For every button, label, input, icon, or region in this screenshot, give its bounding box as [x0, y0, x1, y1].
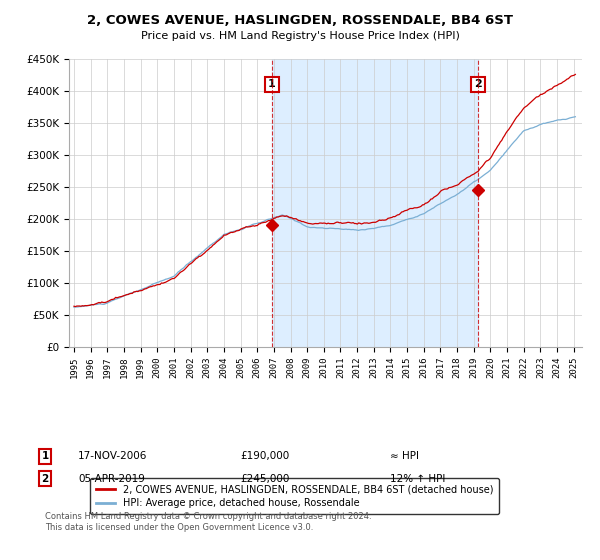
Text: 2, COWES AVENUE, HASLINGDEN, ROSSENDALE, BB4 6ST: 2, COWES AVENUE, HASLINGDEN, ROSSENDALE,…	[87, 14, 513, 27]
Text: 1: 1	[41, 451, 49, 461]
Text: 17-NOV-2006: 17-NOV-2006	[78, 451, 148, 461]
Text: Price paid vs. HM Land Registry's House Price Index (HPI): Price paid vs. HM Land Registry's House …	[140, 31, 460, 41]
Text: £190,000: £190,000	[240, 451, 289, 461]
Text: £245,000: £245,000	[240, 474, 289, 484]
Bar	[272, 59, 478, 347]
Legend: 2, COWES AVENUE, HASLINGDEN, ROSSENDALE, BB4 6ST (detached house), HPI: Average : 2, COWES AVENUE, HASLINGDEN, ROSSENDALE,…	[90, 478, 499, 514]
Text: 12% ↑ HPI: 12% ↑ HPI	[390, 474, 445, 484]
Text: 2: 2	[474, 80, 482, 90]
Text: Contains HM Land Registry data © Crown copyright and database right 2024.
This d: Contains HM Land Registry data © Crown c…	[45, 512, 371, 532]
Text: 1: 1	[268, 80, 276, 90]
Text: 05-APR-2019: 05-APR-2019	[78, 474, 145, 484]
Text: 2: 2	[41, 474, 49, 484]
Text: ≈ HPI: ≈ HPI	[390, 451, 419, 461]
